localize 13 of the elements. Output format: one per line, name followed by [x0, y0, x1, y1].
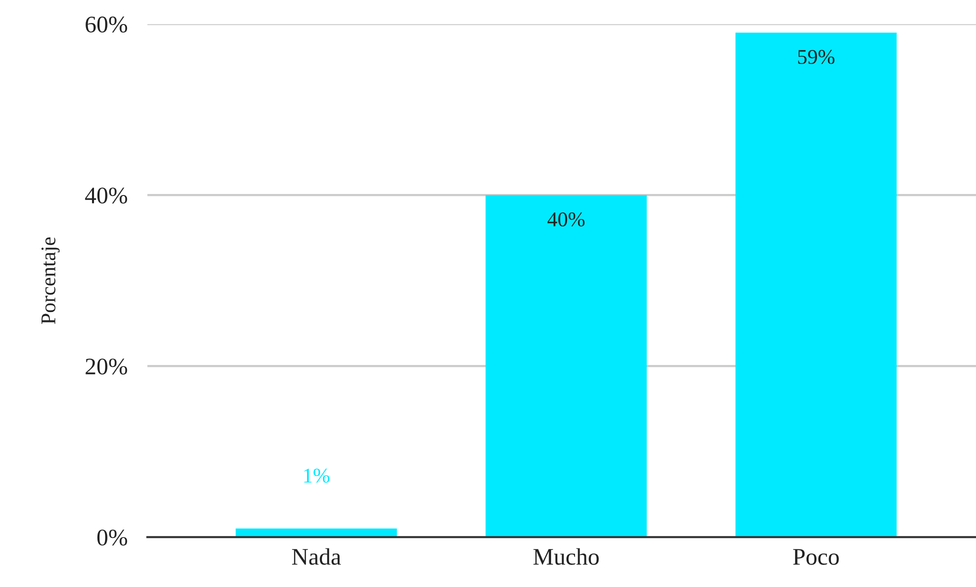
data-label: 40% — [548, 212, 585, 226]
y-tick-label: 20% — [86, 358, 128, 375]
bar — [735, 32, 897, 538]
x-tick-label: Nada — [292, 548, 341, 565]
y-tick-label: 60% — [86, 16, 128, 33]
x-tick-label: Mucho — [533, 548, 599, 565]
y-tick-label: 0% — [97, 530, 128, 546]
y-axis-title: Porcentaje — [41, 237, 60, 324]
x-tick-label: Poco — [793, 549, 839, 565]
data-label: 1% — [304, 468, 330, 483]
bar — [486, 195, 647, 538]
y-tick-label: 40% — [85, 188, 128, 204]
data-label: 59% — [798, 50, 834, 64]
